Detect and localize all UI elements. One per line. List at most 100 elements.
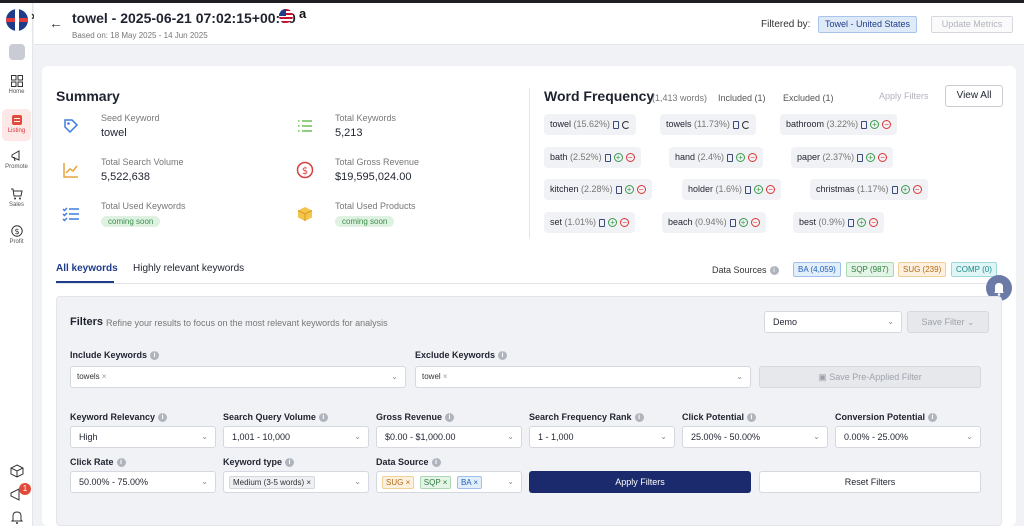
save-filter-button[interactable]: Save Filter ⌄ [907,311,989,333]
search-frequency-rank-select[interactable]: 1 - 1,000 ⌄ [529,426,675,448]
remove-tag-icon[interactable]: × [101,372,107,382]
copy-icon[interactable] [891,185,898,194]
megaphone-icon[interactable] [9,487,25,503]
update-metrics-button[interactable]: Update Metrics [931,16,1013,33]
keyword-type-select[interactable]: Medium (3-5 words) × ⌄ [223,471,369,493]
exclude-minus-icon[interactable]: − [766,185,776,195]
sidebar-item-promote[interactable]: Promote [2,150,31,182]
info-icon[interactable]: i [116,458,126,468]
word-chip[interactable]: best (0.9%) + − [793,212,885,233]
copy-icon[interactable] [599,218,606,227]
exclude-minus-icon[interactable]: − [620,218,630,228]
word-chip[interactable]: beach (0.94%) + − [662,212,766,233]
copy-icon[interactable] [745,185,752,194]
tab-highly-relevant[interactable]: Highly relevant keywords [133,263,245,274]
info-icon[interactable]: i [747,413,757,423]
word-chip[interactable]: paper (2.37%) + − [791,147,894,168]
sidebar-item-profit[interactable]: $ Profit [2,225,31,257]
copy-icon[interactable] [732,120,739,129]
include-plus-icon[interactable]: + [736,153,746,163]
included-count[interactable]: Included (1) [718,93,766,103]
copy-icon[interactable] [861,120,868,129]
include-plus-icon[interactable]: + [738,218,748,228]
info-icon[interactable]: i [928,413,938,423]
exclude-minus-icon[interactable]: − [878,153,888,163]
tab-all-keywords[interactable]: All keywords [56,263,118,274]
apply-filters-link[interactable]: Apply Filters [879,91,929,101]
info-icon[interactable]: i [445,413,455,423]
exclude-minus-icon[interactable]: − [636,185,646,195]
sidebar-item-listing[interactable]: Listing [2,109,31,141]
exclude-minus-icon[interactable]: − [750,218,760,228]
word-chip[interactable]: hand (2.4%) + − [669,147,764,168]
word-chip[interactable]: set (1.01%) + − [544,212,636,233]
copy-icon[interactable] [857,153,864,162]
word-chip[interactable]: bathroom (3.22%) + − [780,114,898,135]
data-source-badge-sug[interactable]: SUG (239) [898,262,947,277]
word-chip[interactable]: holder (1.6%) + − [682,179,782,200]
word-chip[interactable]: christmas (1.17%) + − [810,179,928,200]
info-icon[interactable]: i [285,458,295,468]
gross-revenue-select[interactable]: $0.00 - $1,000.00 ⌄ [376,426,522,448]
info-icon[interactable]: i [158,413,168,423]
copy-icon[interactable] [848,218,855,227]
include-plus-icon[interactable]: + [613,153,623,163]
include-plus-icon[interactable]: + [900,185,910,195]
include-plus-icon[interactable]: + [870,120,880,130]
copy-icon[interactable] [729,218,736,227]
excluded-count[interactable]: Excluded (1) [783,93,834,103]
click-rate-select[interactable]: 50.00% - 75.00% ⌄ [70,471,216,493]
exclude-minus-icon[interactable]: − [869,218,879,228]
remove-tag-icon[interactable]: × [442,372,448,382]
exclude-minus-icon[interactable]: − [882,120,892,130]
view-all-button[interactable]: View All [945,85,1003,107]
reset-filters-button[interactable]: Reset Filters [759,471,981,493]
bell-icon[interactable] [9,509,25,525]
exclude-minus-icon[interactable]: − [748,153,758,163]
info-icon[interactable]: i [498,351,508,361]
word-chip[interactable]: towel (15.62%) [544,114,637,135]
word-chip[interactable]: bath (2.52%) + − [544,147,641,168]
copy-icon[interactable] [604,153,611,162]
info-icon[interactable]: i [769,266,779,276]
cube-icon[interactable] [9,463,25,479]
exclude-keywords-input[interactable]: towel × ⌄ [415,366,751,388]
include-plus-icon[interactable]: + [754,185,764,195]
sidebar-item-sales[interactable]: Sales [2,188,31,220]
keyword-relevancy-select[interactable]: High ⌄ [70,426,216,448]
avatar[interactable] [9,44,25,60]
exclude-minus-icon[interactable]: − [625,153,635,163]
click-potential-select[interactable]: 25.00% - 50.00% ⌄ [682,426,828,448]
data-source-select[interactable]: SUG × SQP × BA × ⌄ [376,471,522,493]
word-chip[interactable]: towels (11.73%) [660,114,756,135]
chip-percent: (2.28%) [581,184,613,194]
include-plus-icon[interactable]: + [857,218,867,228]
copy-icon[interactable] [727,153,734,162]
info-icon[interactable]: i [150,351,160,361]
apply-filters-button[interactable]: Apply Filters [529,471,751,493]
preset-select[interactable]: Demo ⌄ [764,311,902,333]
info-icon[interactable]: i [318,413,328,423]
data-source-badge-sqp[interactable]: SQP (987) [846,262,894,277]
copy-icon[interactable] [613,120,620,129]
info-icon[interactable]: i [634,413,644,423]
back-arrow-icon[interactable]: ← [49,15,63,31]
save-preapplied-filter-button[interactable]: ▣ Save Pre-Applied Filter [759,366,981,388]
exclude-minus-icon[interactable]: − [912,185,922,195]
info-icon[interactable]: i [431,458,441,468]
stat-label: Total Search Volume [101,157,184,167]
include-plus-icon[interactable]: + [608,218,618,228]
data-source-badge-comp[interactable]: COMP (0) [951,262,997,277]
chevron-down-icon: ⌄ [507,477,514,486]
copy-icon[interactable] [615,185,622,194]
sidebar-item-home[interactable]: Home [2,75,31,107]
include-keywords-input[interactable]: towels × ⌄ [70,366,406,388]
data-source-badge-ba[interactable]: BA (4,059) [793,262,841,277]
conversion-potential-select[interactable]: 0.00% - 25.00% ⌄ [835,426,981,448]
filter-chip[interactable]: Towel - United States [818,16,918,33]
search-query-volume-select[interactable]: 1,001 - 10,000 ⌄ [223,426,369,448]
include-plus-icon[interactable]: + [866,153,876,163]
app-logo[interactable] [6,9,28,31]
word-chip[interactable]: kitchen (2.28%) + − [544,179,652,200]
include-plus-icon[interactable]: + [624,185,634,195]
